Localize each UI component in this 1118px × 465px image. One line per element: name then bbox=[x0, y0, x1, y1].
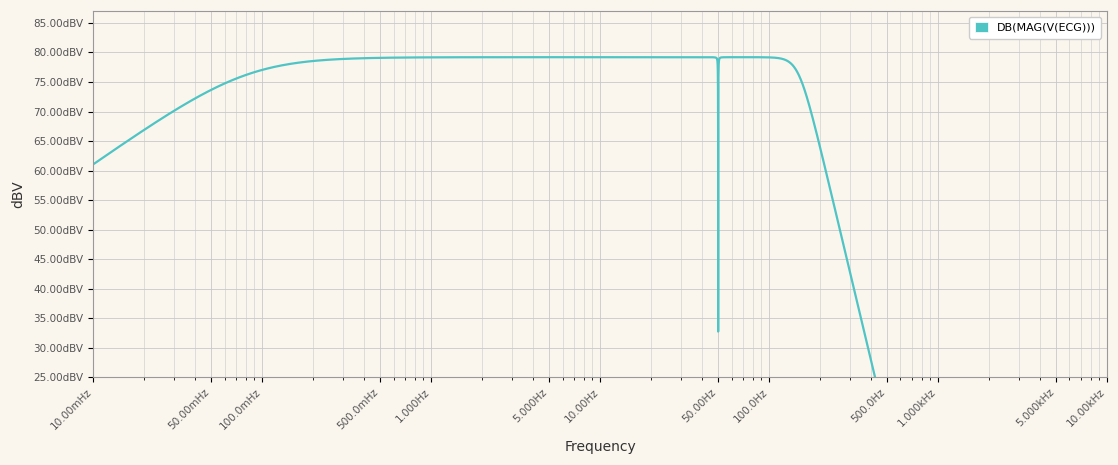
X-axis label: Frequency: Frequency bbox=[565, 440, 636, 454]
Legend: DB(MAG(V(ECG))): DB(MAG(V(ECG))) bbox=[969, 17, 1101, 39]
Y-axis label: dBV: dBV bbox=[11, 180, 25, 208]
